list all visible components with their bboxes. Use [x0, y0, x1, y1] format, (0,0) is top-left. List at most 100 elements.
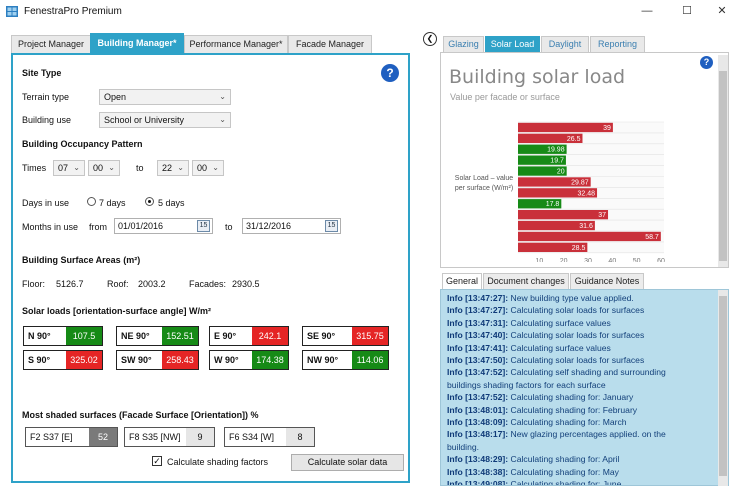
chart-bar[interactable] [518, 220, 595, 231]
log-line-text: New glazing percentages applied. on the [508, 429, 666, 440]
from-minute-value: 00 [93, 163, 104, 173]
shaded-surface-box: F2 S37 [E] 52 [25, 427, 118, 447]
log-line: Info [13:48:29]: Calculating shading for… [447, 454, 619, 464]
tab-building-manager[interactable]: Building Manager* [90, 33, 184, 54]
terrain-type-select[interactable]: Open ⌄ [99, 89, 231, 105]
log-line-prefix: Info [13:47:52]: [447, 367, 509, 378]
from-date-input[interactable]: 01/01/2016 15 [114, 218, 213, 234]
axis-label-line1: Solar Load – value [454, 175, 514, 182]
log-scrollbar[interactable] [718, 290, 728, 486]
chart-scrollbar[interactable] [718, 55, 728, 267]
shaded-surface-name: F6 S34 [W] [229, 432, 275, 442]
chart-subtitle: Value per facade or surface [450, 92, 560, 102]
chart-bar[interactable] [518, 210, 609, 220]
tab-solar-load[interactable]: Solar Load [485, 36, 540, 53]
shaded-surface-box: F8 S35 [NW] 9 [124, 427, 215, 447]
days-in-use-label: Days in use [22, 198, 70, 208]
chart-data-label: 28.5 [572, 245, 586, 252]
shading-factors-checkbox[interactable]: ✓ [152, 456, 162, 466]
close-button[interactable]: ✕ [717, 5, 727, 17]
roof-value: 2003.2 [138, 279, 166, 289]
solar-load-value: 325.02 [66, 351, 102, 369]
solar-load-value: 174.38 [252, 351, 288, 369]
chart-bar[interactable] [518, 177, 591, 187]
floor-value: 5126.7 [56, 279, 84, 289]
chart-bar[interactable] [518, 122, 613, 133]
log-line-text: Calculating shading for: April [508, 454, 620, 465]
days-5-radio[interactable] [145, 197, 154, 206]
log-line-prefix: Info [13:47:27]: [447, 305, 509, 316]
log-line-text: Calculating shading for: January [508, 392, 634, 403]
shaded-surface-box: F6 S34 [W] 8 [224, 427, 315, 447]
tab-glazing[interactable]: Glazing [443, 36, 484, 53]
chart-help-icon[interactable]: ? [700, 56, 713, 69]
calculate-solar-button[interactable]: Calculate solar data [291, 454, 404, 471]
shaded-surfaces-heading: Most shaded surfaces (Facade Surface [Or… [22, 410, 259, 420]
tab-guidance-notes[interactable]: Guidance Notes [570, 273, 644, 289]
times-to-label: to [136, 163, 144, 173]
chevron-down-icon: ⌄ [219, 115, 226, 124]
tab-performance-manager[interactable]: Performance Manager* [184, 35, 288, 54]
log-line: Info [13:48:01]: Calculating shading for… [447, 405, 637, 415]
from-hour-select[interactable]: 07 ⌄ [53, 160, 85, 176]
tab-reporting[interactable]: Reporting [590, 36, 645, 53]
chart-scrollbar-thumb[interactable] [719, 71, 727, 261]
log-scrollbar-thumb[interactable] [719, 296, 727, 476]
days-7-radio[interactable] [87, 197, 96, 206]
calendar-icon[interactable]: 15 [325, 220, 338, 232]
log-line: Info [13:49:08]: Calculating shading for… [447, 479, 622, 486]
solar-load-value: 242.1 [252, 327, 288, 345]
calendar-icon[interactable]: 15 [197, 220, 210, 232]
chart-bar[interactable] [518, 133, 583, 143]
help-icon[interactable]: ? [381, 64, 399, 82]
chart-bar[interactable] [518, 231, 661, 242]
log-line-text: building. [447, 441, 480, 452]
chart-data-label: 37 [598, 212, 606, 219]
log-line-prefix: Info [13:47:50]: [447, 355, 509, 365]
chart-bar[interactable] [518, 166, 567, 176]
solar-load-direction: NE 90° [121, 331, 150, 341]
solar-load-direction: NW 90° [307, 355, 339, 365]
solar-load-box: S 90° 325.02 [23, 350, 103, 370]
chevron-down-icon: ⌄ [108, 163, 115, 172]
maximize-button[interactable]: ☐ [682, 5, 692, 17]
chart-data-label: 19.7 [550, 158, 564, 165]
log-line: Info [13:47:50]: Calculating solar loads… [447, 355, 644, 365]
tab-daylight[interactable]: Daylight [541, 36, 589, 53]
from-minute-select[interactable]: 00 ⌄ [88, 160, 120, 176]
window-title: FenestraPro Premium [24, 6, 122, 17]
tab-document-changes[interactable]: Document changes [483, 273, 569, 289]
chart-axis-label: Solar Load – value per surface (W/m²) [450, 174, 518, 194]
days-7-label: 7 days [99, 198, 126, 208]
chart-data-label: 26.5 [567, 136, 581, 143]
chart-bar[interactable] [518, 199, 562, 209]
collapse-panel-icon[interactable]: ❮ [423, 32, 437, 46]
log-line: Info [13:48:09]: Calculating shading for… [447, 417, 627, 427]
chart-tick-label: 60 [657, 258, 665, 262]
axis-label-line2: per surface (W/m²) [454, 185, 514, 192]
to-hour-select[interactable]: 22 ⌄ [157, 160, 189, 176]
solar-load-direction: SE 90° [307, 331, 336, 341]
log-line: Info [13:47:27]: New building type value… [447, 293, 634, 303]
to-date-input[interactable]: 31/12/2016 15 [242, 218, 341, 234]
chart-bar[interactable] [518, 188, 598, 198]
solar-load-value: 152.51 [162, 327, 198, 345]
chart-bar[interactable] [518, 144, 567, 154]
log-line-prefix: Info [13:48:38]: [447, 466, 509, 477]
chart-data-label: 32.48 [578, 190, 596, 197]
chart-bar[interactable] [518, 155, 566, 165]
shaded-surface-percent: 9 [186, 428, 214, 446]
shaded-surface-name: F8 S35 [NW] [129, 432, 181, 442]
tab-project-manager[interactable]: Project Manager [11, 35, 91, 54]
to-minute-select[interactable]: 00 ⌄ [192, 160, 224, 176]
building-use-select[interactable]: School or University ⌄ [99, 112, 231, 128]
log-line: Info [13:48:17]: New glazing percentages… [447, 429, 666, 439]
log-line-text: Calculating shading for: June [508, 479, 622, 486]
months-to-label: to [225, 222, 233, 232]
facades-value: 2930.5 [232, 279, 260, 289]
tab-facade-manager[interactable]: Facade Manager [288, 35, 372, 54]
tab-general[interactable]: General [442, 273, 482, 289]
log-line: Info [13:47:52]: Calculating shading for… [447, 392, 633, 402]
chart-bar[interactable] [518, 242, 588, 252]
minimize-button[interactable]: — [641, 5, 653, 17]
